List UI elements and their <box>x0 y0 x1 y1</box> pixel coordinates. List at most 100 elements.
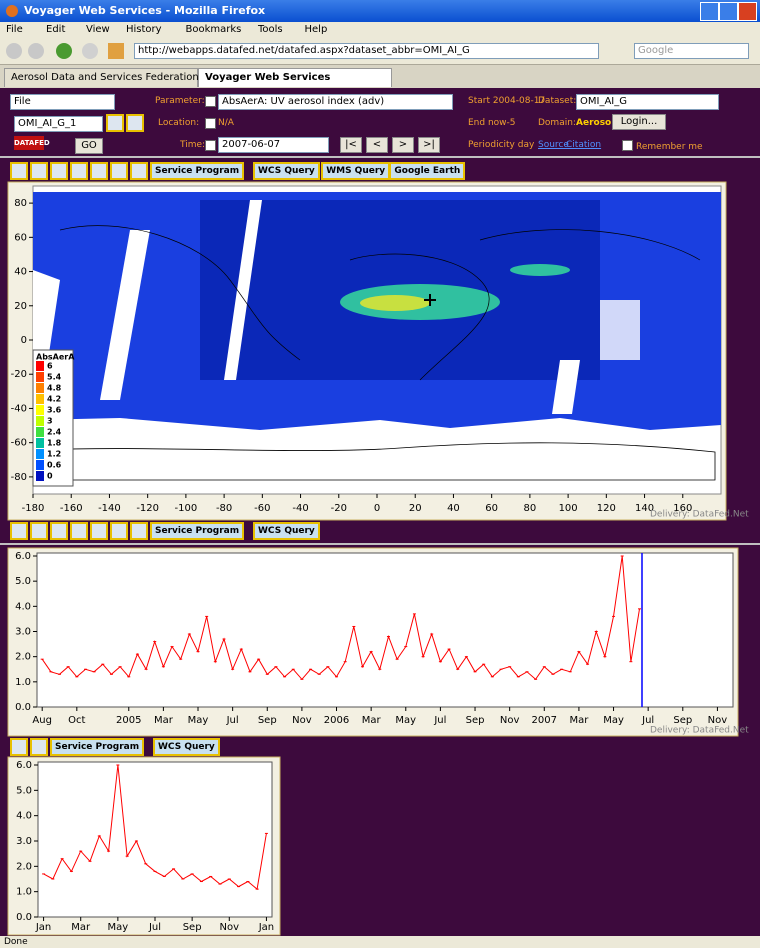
home-button[interactable] <box>108 43 124 59</box>
x-tick-label: 80 <box>524 503 537 514</box>
tool-icon[interactable] <box>110 162 128 180</box>
x-tick-label: 2005 <box>116 715 141 726</box>
menu-item[interactable]: View <box>86 24 110 35</box>
minimize-button[interactable] <box>700 2 719 21</box>
tool-icon[interactable] <box>10 522 28 540</box>
menu-item[interactable]: Edit <box>46 24 65 35</box>
last-button[interactable]: >| <box>418 137 440 153</box>
y-tick-label: 4.0 <box>16 811 32 822</box>
close-button[interactable] <box>738 2 757 21</box>
citation-link[interactable]: Citation <box>566 140 601 150</box>
tool-icon[interactable] <box>110 522 128 540</box>
tab-active[interactable]: Voyager Web Services <box>198 68 392 87</box>
x-tick-label: Aug <box>32 715 52 726</box>
toolbar-button[interactable]: Service Program <box>150 522 244 540</box>
table-icon[interactable] <box>106 114 124 132</box>
address-bar[interactable]: http://webapps.datafed.net/datafed.aspx?… <box>134 43 599 59</box>
source-link[interactable]: Source <box>538 140 569 150</box>
y-tick-label: 0 <box>21 335 27 346</box>
tool-icon[interactable] <box>30 522 48 540</box>
x-tick-label: -60 <box>254 503 270 514</box>
layer-select[interactable]: OMI_AI_G_1 <box>14 116 103 132</box>
reload-button[interactable] <box>56 43 72 59</box>
legend-title: AbsAerA <box>36 353 75 362</box>
search-box[interactable]: Google <box>634 43 749 59</box>
settings-icon[interactable] <box>126 114 144 132</box>
go-button[interactable]: GO <box>75 138 103 154</box>
time-checkbox[interactable] <box>205 140 216 151</box>
tool-icon[interactable] <box>130 162 148 180</box>
toolbar-button[interactable]: WCS Query <box>253 522 320 540</box>
x-tick-label: -160 <box>60 503 83 514</box>
next-button[interactable]: > <box>392 137 414 153</box>
tool-icon[interactable] <box>90 162 108 180</box>
parameter-label: Parameter: <box>155 96 205 106</box>
app-icon <box>6 5 18 17</box>
stop-button[interactable] <box>82 43 98 59</box>
tool-icon[interactable] <box>10 162 28 180</box>
x-tick-label: Nov <box>708 715 728 726</box>
tab-bar: Aerosol Data and Services Federation Voy… <box>0 65 760 88</box>
x-tick-label: Jul <box>148 922 161 933</box>
parameter-select[interactable]: AbsAerA: UV aerosol index (adv) <box>218 94 453 110</box>
toolbar-button[interactable]: Service Program <box>50 738 144 756</box>
menu-item[interactable]: Tools <box>258 24 283 35</box>
y-tick-label: 5.0 <box>16 785 32 796</box>
x-tick-label: Sep <box>183 922 202 933</box>
map-credit: Delivery: DataFed.Net <box>650 510 749 520</box>
tool-icon[interactable] <box>70 522 88 540</box>
menu-item[interactable]: History <box>126 24 162 35</box>
end-date: End now-5 <box>468 118 516 128</box>
location-checkbox[interactable] <box>205 118 216 129</box>
toolbar-button[interactable]: Google Earth <box>389 162 465 180</box>
dataset-select[interactable]: OMI_AI_G <box>576 94 719 110</box>
toolbar-button[interactable]: WCS Query <box>253 162 320 180</box>
y-tick-label: -80 <box>11 472 27 483</box>
datafed-logo[interactable]: DATAFED <box>14 136 44 150</box>
x-tick-label: -100 <box>175 503 198 514</box>
tool-icon[interactable] <box>50 162 68 180</box>
parameter-checkbox[interactable] <box>205 96 216 107</box>
menu-item[interactable]: Help <box>305 24 328 35</box>
file-select[interactable]: File <box>10 94 115 110</box>
tool-icon[interactable] <box>10 738 28 756</box>
annual-plot[interactable] <box>38 762 272 917</box>
y-tick-label: 2.0 <box>15 652 31 663</box>
toolbar-button[interactable]: WCS Query <box>153 738 220 756</box>
x-tick-label: Nov <box>500 715 520 726</box>
legend-swatch <box>36 372 44 382</box>
forward-button[interactable] <box>28 43 44 59</box>
y-tick-label: 4.0 <box>15 601 31 612</box>
y-tick-label: 6.0 <box>16 760 32 771</box>
location-label: Location: <box>158 118 199 128</box>
maximize-button[interactable] <box>719 2 738 21</box>
tool-icon[interactable] <box>30 162 48 180</box>
toolbar-button[interactable]: Service Program <box>150 162 244 180</box>
back-button[interactable] <box>6 43 22 59</box>
y-tick-label: 1.0 <box>16 887 32 898</box>
tab[interactable]: Aerosol Data and Services Federation <box>4 68 198 87</box>
x-tick-label: 20 <box>409 503 422 514</box>
tool-icon[interactable] <box>70 162 88 180</box>
y-tick-label: 60 <box>14 232 27 243</box>
x-tick-label: 100 <box>559 503 578 514</box>
tool-icon[interactable] <box>50 522 68 540</box>
toolbar-button[interactable]: WMS Query <box>321 162 390 180</box>
y-tick-label: 6.0 <box>15 551 31 562</box>
tool-icon[interactable] <box>90 522 108 540</box>
previous-button[interactable]: < <box>366 137 388 153</box>
tool-icon[interactable] <box>30 738 48 756</box>
dust-plume <box>360 295 430 311</box>
legend-label: 4.2 <box>47 395 61 404</box>
legend-label: 4.8 <box>47 384 62 393</box>
first-button[interactable]: |< <box>340 137 362 153</box>
dataset-label: Dataset: <box>538 96 576 106</box>
tool-icon[interactable] <box>130 522 148 540</box>
y-tick-label: -60 <box>11 438 27 449</box>
time-input[interactable]: 2007-06-07 <box>218 137 329 153</box>
x-tick-label: -80 <box>216 503 232 514</box>
login-button[interactable]: Login... <box>612 114 666 130</box>
remember-checkbox[interactable] <box>622 140 633 151</box>
menu-item[interactable]: File <box>6 24 23 35</box>
menu-item[interactable]: Bookmarks <box>186 24 242 35</box>
